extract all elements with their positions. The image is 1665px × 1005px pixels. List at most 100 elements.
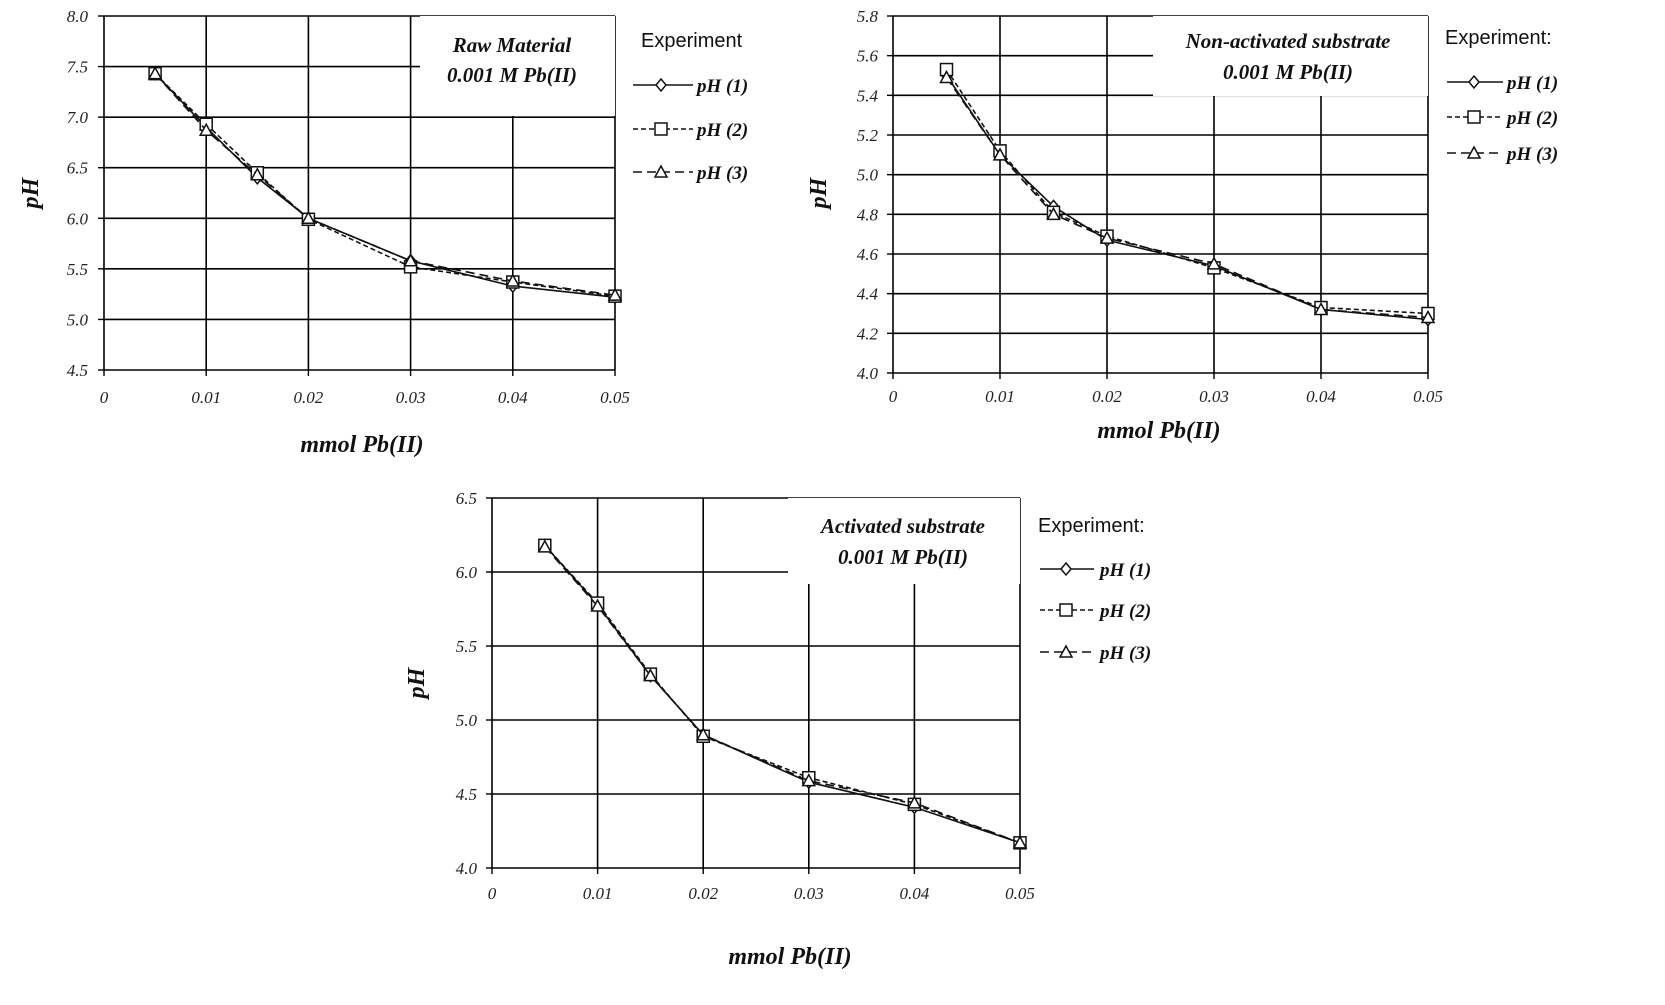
annotation-line: 0.001 M Pb(II) [1223, 60, 1353, 84]
y-tick-label: 4.5 [67, 361, 88, 380]
x-tick-label: 0 [889, 387, 898, 406]
data-point-triangle [250, 167, 265, 181]
data-point-triangle [1012, 835, 1028, 849]
legend-label: pH (2) [1098, 601, 1151, 622]
data-point-triangle [198, 122, 214, 137]
x-tick-label: 0.01 [191, 388, 221, 407]
x-tick-label: 0.02 [1092, 387, 1122, 406]
data-point-triangle [1313, 301, 1329, 316]
chart-panel-2: Non-activated substrate 0.001 M Pb(II) 4.0… [806, 7, 1558, 444]
annotation-line: Raw Material [452, 33, 572, 57]
x-axis-title: mmol Pb(II) [728, 944, 851, 970]
data-point-triangle [403, 253, 418, 267]
y-tick-label: 5.5 [67, 260, 88, 279]
data-point-triangle [301, 210, 316, 225]
x-tick-label: 0.03 [794, 884, 824, 903]
chart-panel-3: Activated substrate 0.001 M Pb(II) 4.0 4.5 5… [404, 489, 1151, 970]
data-point-triangle [590, 598, 605, 612]
y-tick-label: 5.8 [857, 7, 879, 26]
series-line-1 [945, 75, 1429, 321]
data-point-triangle [147, 66, 163, 80]
y-tick-label: 4.0 [857, 364, 879, 383]
y-tick-label: 5.2 [857, 126, 879, 145]
x-tick-label: 0 [488, 884, 497, 903]
y-tick-label: 4.4 [857, 285, 879, 304]
data-point-triangle [907, 795, 922, 809]
y-tick-label: 6.5 [456, 489, 477, 508]
legend-label: pH (2) [695, 120, 748, 141]
y-tick-label: 8.0 [67, 7, 89, 26]
data-point-triangle [801, 773, 817, 787]
legend-label: pH (1) [695, 76, 748, 97]
y-tick-label: 5.5 [456, 637, 477, 656]
y-tick-label: 4.0 [456, 859, 478, 878]
x-tick-label: 0.04 [498, 388, 528, 407]
y-axis-title: pH [18, 176, 44, 210]
y-tick-label: 6.0 [456, 563, 478, 582]
data-point-triangle [1046, 206, 1061, 221]
legend-marker-triangle [1058, 644, 1074, 658]
x-tick-label: 0.04 [1306, 387, 1336, 406]
x-tick-label: 0.02 [294, 388, 324, 407]
data-point-triangle [1206, 256, 1222, 270]
data-point-triangle [505, 273, 521, 287]
series-line-2 [945, 69, 1429, 315]
y-tick-label: 5.6 [857, 47, 879, 66]
legend-label: pH (3) [1505, 144, 1558, 165]
legend-marker-diamond [1060, 561, 1072, 577]
series-line-3 [945, 77, 1429, 319]
x-tick-label: 0.03 [1199, 387, 1229, 406]
legend-marker-triangle [1466, 145, 1482, 159]
y-tick-label: 4.2 [857, 324, 879, 343]
x-tick-label: 0.03 [396, 388, 426, 407]
legend-marker-diamond [655, 77, 667, 93]
y-tick-label: 5.0 [456, 711, 478, 730]
annotation-box [420, 16, 615, 116]
data-point-triangle [1099, 230, 1115, 244]
data-point-triangle [643, 668, 658, 682]
data-point-triangle [607, 287, 623, 301]
legend-marker-diamond [1468, 74, 1480, 90]
legend-title: Experiment: [1038, 515, 1145, 537]
x-tick-label: 0.04 [900, 884, 930, 903]
x-tick-label: 0.05 [1413, 387, 1443, 406]
chart-panel-1: Raw Material 0.001 M Pb(II) 4.5 5.0 5.5 6.0 6.… [18, 7, 748, 458]
y-tick-label: 4.8 [857, 205, 879, 224]
legend-marker-triangle [653, 164, 669, 178]
y-tick-label: 7.5 [67, 58, 88, 77]
legend-label: pH (1) [1505, 73, 1558, 94]
legend-label: pH (1) [1098, 560, 1151, 581]
y-axis-title: pH [404, 666, 430, 700]
annotation-line: Non-activated substrate [1185, 29, 1391, 53]
legend-marker-square [1467, 110, 1481, 124]
legend-marker-square [1059, 603, 1073, 617]
legend-label: pH (3) [695, 163, 748, 184]
data-point-triangle [992, 147, 1008, 161]
annotation-box [788, 498, 1020, 584]
data-point-triangle [939, 69, 954, 84]
data-point-triangle [695, 727, 711, 741]
x-tick-label: 0.01 [985, 387, 1015, 406]
data-point-triangle [537, 539, 553, 553]
y-tick-label: 7.0 [67, 108, 89, 127]
y-axis-title: pH [806, 176, 832, 210]
x-tick-label: 0.02 [688, 884, 718, 903]
x-tick-label: 0.01 [583, 884, 613, 903]
annotation-line: 0.001 M Pb(II) [838, 545, 968, 569]
y-tick-label: 6.0 [67, 209, 89, 228]
annotation-line: 0.001 M Pb(II) [447, 63, 577, 87]
x-tick-label: 0 [100, 388, 109, 407]
legend-title: Experiment: [1445, 27, 1552, 49]
series-line-2 [544, 544, 1021, 844]
data-point-triangle [1420, 309, 1436, 324]
legend-label: pH (3) [1098, 643, 1151, 664]
y-tick-label: 5.0 [857, 166, 879, 185]
y-tick-label: 5.0 [67, 310, 89, 329]
y-tick-label: 4.5 [456, 785, 477, 804]
series-line-1 [544, 544, 1021, 844]
legend-marker-square [654, 122, 668, 136]
x-axis-title: mmol Pb(II) [1097, 418, 1220, 444]
annotation-line: Activated substrate [819, 514, 985, 538]
legend-title: Experiment [641, 30, 743, 52]
